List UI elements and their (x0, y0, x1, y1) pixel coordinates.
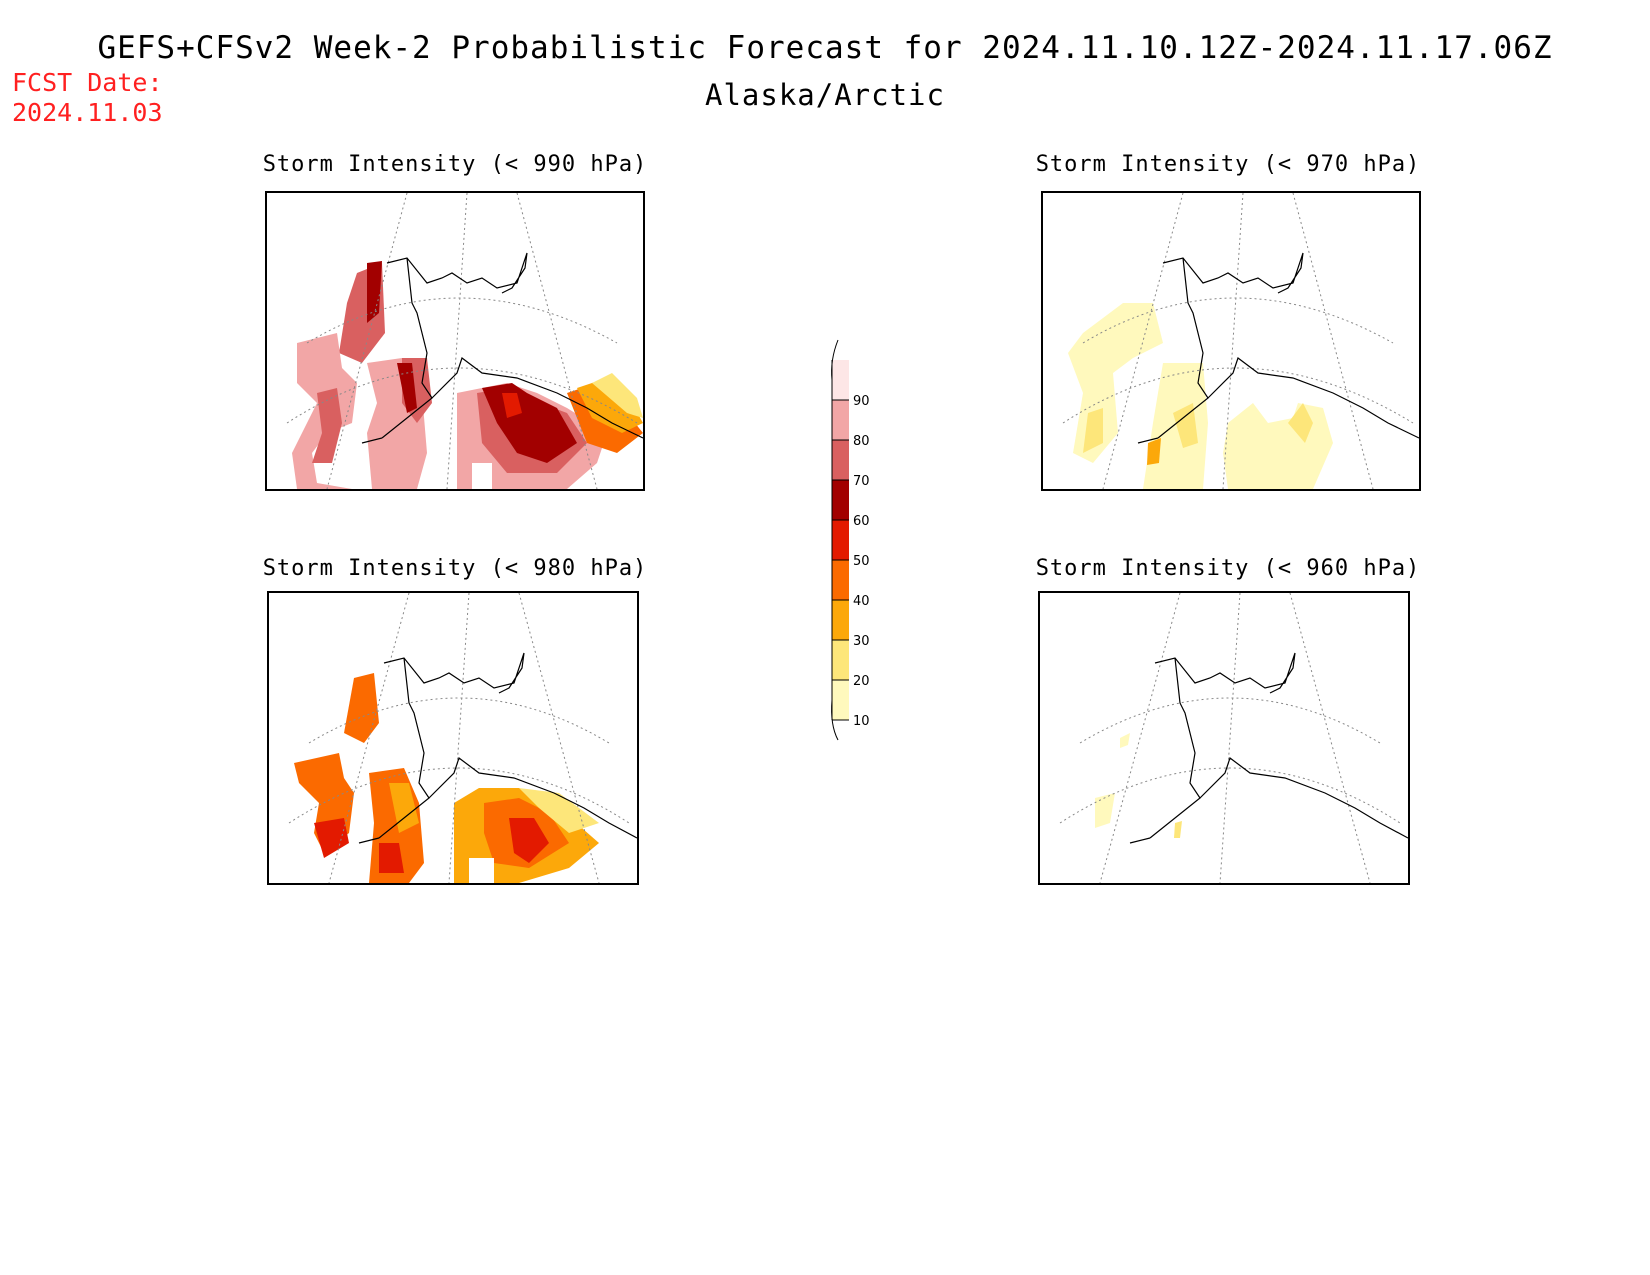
probability-fill-960 (1095, 733, 1182, 838)
colorbar-labels: 10 20 30 40 50 60 70 80 90 (853, 394, 870, 729)
map-panel-970 (1041, 191, 1421, 491)
colorbar-label-10: 10 (853, 714, 870, 729)
colorbar-label-20: 20 (853, 674, 870, 689)
map-970 (1062, 193, 1419, 489)
map-panel-960 (1038, 591, 1410, 885)
colorbar-box-40 (832, 560, 849, 600)
colorbar-label-40: 40 (853, 594, 870, 609)
graticule-960 (1059, 593, 1401, 883)
panel-title-990: Storm Intensity (< 990 hPa) (262, 152, 648, 177)
graticule-990 (286, 193, 638, 489)
map-980 (288, 593, 637, 883)
coastline-960 (1129, 652, 1408, 844)
forecast-date-label: FCST Date: (12, 68, 163, 97)
colorbar-label-90: 90 (853, 394, 870, 409)
colorbar-label-60: 60 (853, 514, 870, 529)
map-panel-990 (265, 191, 645, 491)
colorbar-boxes (831, 360, 849, 721)
coastline-970 (1137, 252, 1419, 444)
colorbar-label-80: 80 (853, 434, 870, 449)
colorbar-box-30 (832, 600, 849, 640)
probability-fill-980 (294, 673, 599, 883)
probability-fill-990 (292, 261, 643, 489)
graticule-980 (288, 593, 630, 883)
panel-title-970: Storm Intensity (< 970 hPa) (1035, 152, 1421, 177)
colorbar-label-30: 30 (853, 634, 870, 649)
map-960 (1059, 593, 1408, 883)
panel-title-960: Storm Intensity (< 960 hPa) (1035, 556, 1421, 581)
colorbar-box-50 (832, 520, 849, 560)
colorbar-bottom-cap (831, 699, 839, 741)
colorbar-box-20 (832, 640, 849, 680)
colorbar-box-80 (832, 400, 849, 440)
region-subtitle: Alaska/Arctic (705, 78, 945, 112)
colorbar-top-cap (831, 339, 839, 381)
map-panel-980 (267, 591, 639, 885)
probability-fill-970 (1068, 303, 1333, 489)
forecast-date-value: 2024.11.03 (12, 98, 163, 127)
coastline-990 (361, 252, 643, 444)
map-990 (286, 193, 643, 489)
colorbar: 10 20 30 40 50 60 70 80 90 (831, 339, 870, 741)
main-title: GEFS+CFSv2 Week-2 Probabilistic Forecast… (97, 30, 1553, 66)
colorbar-label-70: 70 (853, 474, 870, 489)
colorbar-box-10 (832, 680, 849, 720)
panel-title-980: Storm Intensity (< 980 hPa) (262, 556, 648, 581)
graticule-970 (1062, 193, 1414, 489)
coastline-980 (358, 652, 637, 844)
colorbar-box-60 (832, 480, 849, 520)
colorbar-box-70 (832, 440, 849, 480)
colorbar-label-50: 50 (853, 554, 870, 569)
colorbar-box-90 (832, 360, 849, 400)
